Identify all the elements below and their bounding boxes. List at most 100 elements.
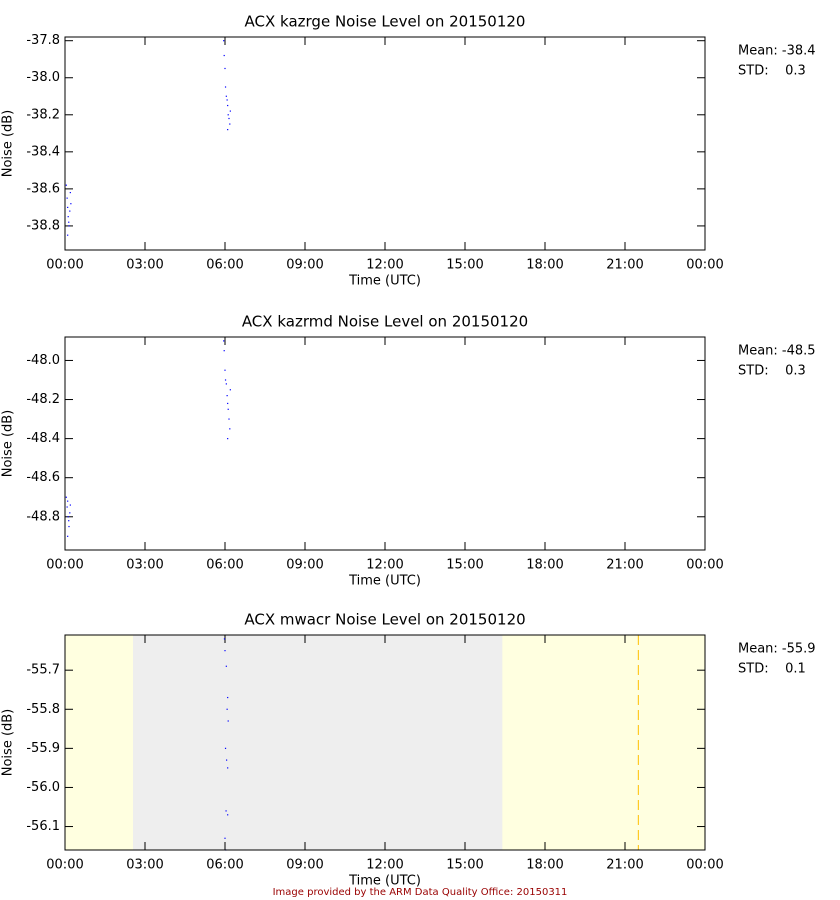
data-point [225, 810, 227, 812]
data-point [227, 129, 229, 131]
data-point [229, 428, 231, 430]
plot-frame [64, 336, 706, 551]
data-point [67, 535, 69, 537]
x-axis-label: Time (UTC) [348, 874, 421, 889]
chart-title: ACX kazrge Noise Level on 20150120 [245, 13, 526, 31]
data-point [224, 379, 227, 381]
y-tick-label: -56.0 [26, 780, 60, 795]
data-point [229, 123, 231, 125]
plot-frame [64, 634, 706, 851]
data-point [224, 837, 226, 839]
data-point [68, 520, 70, 522]
data-point [226, 759, 228, 761]
x-tick-label: 03:00 [126, 558, 163, 573]
data-point [224, 369, 226, 371]
data-point [227, 408, 229, 410]
y-tick-label: -48.8 [26, 509, 60, 524]
data-point [67, 216, 69, 218]
x-tick-label: 00:00 [46, 858, 83, 873]
x-tick-label: 18:00 [526, 858, 563, 873]
data-point [69, 210, 71, 212]
x-tick-label: 15:00 [446, 858, 483, 873]
data-point [69, 504, 71, 506]
y-tick-label: -38.8 [26, 218, 60, 233]
data-point [229, 389, 231, 391]
data-point [65, 184, 67, 186]
data-point [69, 512, 71, 514]
x-tick-label: 09:00 [286, 858, 323, 873]
y-tick-label: -48.6 [26, 470, 60, 485]
data-point [68, 525, 70, 528]
x-tick-label: 06:00 [206, 558, 243, 573]
data-point [228, 117, 230, 120]
chart-title: ACX mwacr Noise Level on 20150120 [244, 611, 525, 629]
data-point [227, 402, 229, 405]
x-tick-label: 15:00 [446, 558, 483, 573]
data-point [226, 708, 228, 710]
data-point [223, 40, 225, 42]
data-point [67, 234, 69, 236]
data-point [65, 496, 67, 498]
data-point [68, 225, 70, 227]
data-point [229, 110, 231, 112]
data-point [224, 650, 226, 652]
data-point [227, 438, 229, 440]
x-tick-label: 09:00 [286, 258, 323, 273]
y-axis-label: Noise (dB) [1, 410, 16, 478]
data-point [227, 767, 229, 769]
data-point [226, 99, 228, 101]
x-tick-label: 15:00 [446, 258, 483, 273]
stat-label: STD: 0.1 [738, 662, 806, 677]
data-point [69, 191, 71, 194]
data-point [225, 665, 227, 667]
y-axis-label: Noise (dB) [1, 709, 16, 777]
stat-label: Mean: -38.4 [738, 44, 816, 59]
stat-label: STD: 0.3 [738, 364, 806, 379]
x-tick-label: 18:00 [526, 258, 563, 273]
data-point [67, 500, 69, 502]
data-point [223, 54, 225, 57]
data-point [223, 350, 225, 352]
data-point [227, 814, 229, 816]
data-point [224, 67, 226, 70]
data-point [227, 104, 229, 107]
x-tick-label: 03:00 [126, 858, 163, 873]
data-point [227, 720, 229, 722]
x-tick-label: 12:00 [366, 558, 403, 573]
data-point [66, 197, 68, 199]
y-tick-label: -48.0 [26, 353, 60, 368]
x-tick-label: 12:00 [366, 858, 403, 873]
data-point [223, 638, 226, 640]
data-point [223, 340, 225, 342]
y-tick-label: -56.1 [26, 819, 60, 834]
x-tick-label: 00:00 [686, 858, 723, 873]
y-tick-label: -48.2 [26, 392, 60, 407]
data-point [70, 203, 72, 205]
x-tick-label: 06:00 [206, 858, 243, 873]
y-tick-label: -55.8 [26, 702, 60, 717]
y-tick-label: -38.0 [26, 70, 60, 85]
x-tick-label: 00:00 [46, 558, 83, 573]
x-tick-label: 21:00 [606, 858, 643, 873]
x-tick-label: 21:00 [606, 258, 643, 273]
y-tick-label: -48.4 [26, 431, 60, 446]
x-tick-label: 12:00 [366, 258, 403, 273]
x-tick-label: 00:00 [686, 258, 723, 273]
y-tick-label: -55.9 [26, 741, 60, 756]
stat-label: Mean: -55.9 [738, 642, 816, 657]
footer: Image provided by the ARM Data Quality O… [273, 887, 568, 898]
x-tick-label: 00:00 [46, 258, 83, 273]
y-tick-label: -38.4 [26, 144, 60, 159]
data-point [226, 395, 228, 397]
y-axis-label: Noise (dB) [1, 110, 16, 178]
data-point [67, 206, 69, 208]
x-tick-label: 00:00 [686, 558, 723, 573]
chart-title: ACX kazrmd Noise Level on 20150120 [242, 313, 528, 331]
x-tick-label: 03:00 [126, 258, 163, 273]
data-point [225, 383, 227, 385]
data-point [68, 221, 70, 223]
data-point [227, 114, 229, 116]
